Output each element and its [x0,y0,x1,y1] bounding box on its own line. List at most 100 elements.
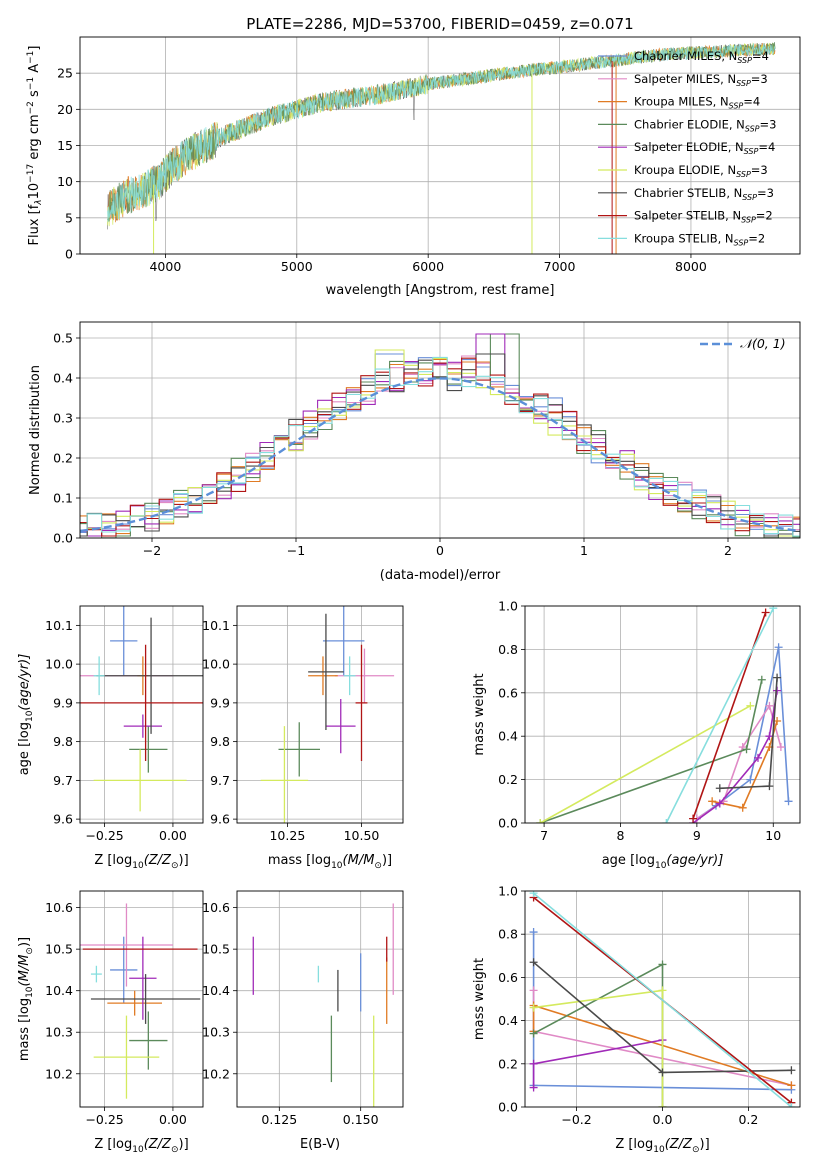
x-tick-label: 6000 [412,259,444,274]
data-point [774,643,783,652]
y-tick-label: 0.3 [53,411,73,426]
plot-area [107,42,776,254]
legend-entry: Salpeter STELIB, NSSP=2 [634,209,773,225]
errorbar-chabrier_elodie [129,1011,168,1070]
y-tick-label: 0.5 [53,331,73,346]
x-tick-label: 2 [724,543,732,558]
spectrum-trace [107,43,776,222]
x-tick-label: 10.50 [344,828,380,843]
plot-area [252,903,394,1107]
y-tick-label: 10 [57,174,73,189]
legend-entry: Kroupa ELODIE, NSSP=3 [634,163,768,179]
x-tick-label: 10 [765,828,781,843]
line-kroupa_elodie [536,701,755,823]
plot-area [80,903,201,1099]
plot-area [260,606,395,823]
data-point [773,673,782,682]
line-kroupa_elodie [529,986,667,1107]
x-tick-label: 0.2 [738,1112,758,1127]
y-tick-label: 9.9 [53,695,73,710]
data-point [536,819,545,823]
series-line [712,720,778,809]
x-tick-label: 10.25 [269,828,305,843]
y-tick-label: 10.3 [202,1025,230,1040]
data-point [757,675,766,684]
y-tick-label: 10.2 [202,1066,230,1081]
x-tick-label: 8000 [675,259,707,274]
y-tick-label: 9.9 [210,695,230,710]
legend-entry: Chabrier STELIB, NSSP=3 [634,186,774,202]
y-tick-label: 0.8 [498,642,518,657]
errorbar-salpeter_elodie [129,936,157,1020]
legend: Chabrier MILES, NSSP=4 Salpeter MILES, NS… [598,49,776,247]
axes-6: 0.125 0.150 10.2 10.3 10.4 10.5 10.6 E(B-V) [202,890,404,1152]
line-chabrier_elodie [529,960,667,1107]
series-line [665,607,775,823]
y-tick-label: 0.0 [498,816,518,831]
y-tick-label: 0.4 [498,1013,518,1028]
y-tick-label: 1.0 [498,599,518,614]
legend-entry: Kroupa STELIB, NSSP=2 [634,231,765,247]
x-tick-label: −1 [287,543,305,558]
plot-area [80,333,800,538]
errorbar-chabrier_stelib [308,613,344,730]
plot-area [529,891,796,1107]
errorbar-salpeter_stelib [355,644,368,761]
y-tick-label: 10.5 [202,942,230,957]
grid [80,606,203,823]
data-point [662,819,671,823]
y-tick-label: 0.6 [498,970,518,985]
data-point [529,1003,538,1012]
y-tick-label: 0.2 [498,772,518,787]
data-point [529,928,538,937]
data-point [658,1068,667,1077]
errorbar-chabrier_elodie [278,722,320,777]
data-point [753,753,762,762]
data-point [658,986,667,995]
line-kroupa_stelib [662,606,778,823]
series-line [533,989,664,1107]
data-point [787,1081,796,1090]
line-chabrier_elodie [536,675,766,823]
plot-area [80,606,203,812]
x-tick-label: 0.0 [653,1112,673,1127]
x-tick-label: 0.00 [159,828,187,843]
errorbar-chabrier_elodie [129,726,168,773]
x-tick-label: 0.00 [159,1112,187,1127]
normal-curve [80,377,800,533]
data-point [529,986,538,995]
x-tick-label: 0.150 [343,1112,379,1127]
y-axis-label: Flux [fλ10−17 erg cm−2 s−1 A−1] [26,46,44,246]
axes-0: 4000 5000 6000 7000 8000 0 5 10 15 20 25 wavelength… [26,36,801,298]
data-point [746,775,755,784]
x-tick-label: −2 [143,543,161,558]
data-point [738,803,747,812]
y-tick-label: 20 [57,102,73,117]
y-tick-label: 0.2 [498,1056,518,1071]
data-point [715,799,724,808]
axes-1: −2 −1 0 1 2 0.0 0.1 0.2 0.3 0.4 0.5 𝒩(0, 1) (data-mo… [28,321,801,583]
y-tick-label: 10.2 [45,1066,73,1081]
x-tick-label: 8 [617,828,625,843]
data-point [765,732,774,741]
y-tick-label: 10.6 [45,900,73,915]
errorbar-chabrier_miles [110,606,138,676]
y-tick-label: 10.4 [45,983,73,998]
y-tick-label: 0.2 [53,451,73,466]
errorbar-kroupa_stelib [93,656,105,696]
x-tick-label: 5000 [281,259,313,274]
y-tick-label: 0.0 [53,531,73,546]
y-tick-label: 10.4 [202,983,230,998]
y-axis-label: mass weight [472,673,487,755]
data-point [769,606,778,613]
errorbar-kroupa_miles [107,990,162,1016]
data-point [746,701,755,710]
errorbar-chabrier_miles [110,936,138,1004]
data-point [529,1029,538,1038]
data-point [776,743,785,752]
data-point [529,891,538,898]
y-tick-label: 25 [57,66,73,81]
x-tick-label: 0.125 [261,1112,297,1127]
y-axis-label: mass [log10(M/M⊙)] [17,937,35,1061]
